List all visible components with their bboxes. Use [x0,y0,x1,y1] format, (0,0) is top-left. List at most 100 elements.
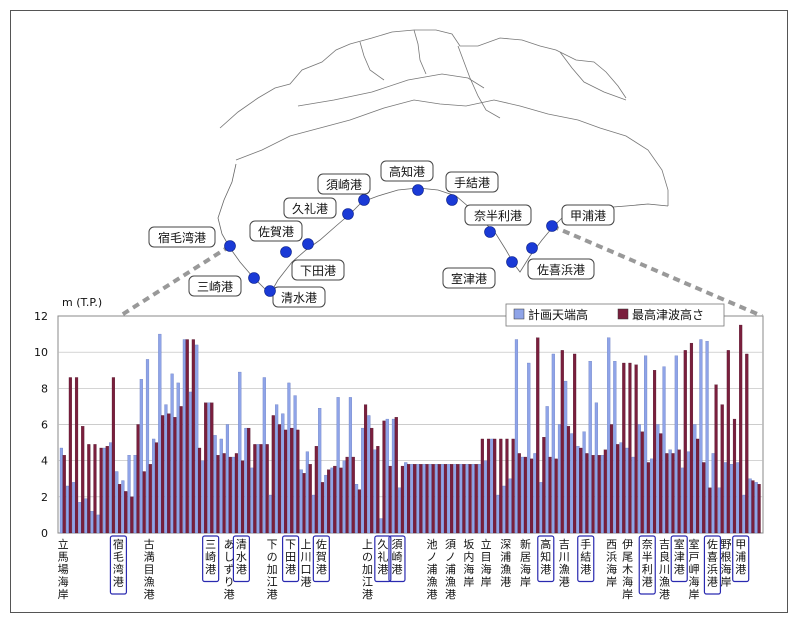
bar-planned-crest [152,438,156,534]
bar-planned-crest [385,418,389,534]
bar-planned-crest [213,435,217,534]
x-label-char: し [224,551,235,564]
bar-max-tsunami [450,464,454,534]
bar-planned-crest [631,456,635,534]
bar-max-tsunami [265,444,269,534]
x-label-char: 須 [391,538,402,551]
x-label-char: 海 [688,575,699,589]
x-label-char: 上 [362,538,373,551]
x-category-label: 手結港 [577,535,595,583]
bar-planned-crest [496,494,500,534]
x-label-char: 半 [642,550,653,564]
x-label-char: 港 [500,576,511,589]
bar-max-tsunami [99,447,103,534]
port-highlight-box [577,535,595,583]
x-label-char: 漁 [659,575,670,589]
bar-max-tsunami [603,449,607,534]
bar-planned-crest [219,438,223,534]
port-marker-dot [526,242,538,254]
bar-planned-crest [459,464,463,534]
bar-max-tsunami [573,353,577,534]
y-tick-label: 8 [41,382,48,395]
y-tick-label: 0 [41,527,48,540]
x-label-char: 佐 [707,537,718,551]
bar-planned-crest [256,444,260,534]
bar-planned-crest [742,494,746,534]
bar-planned-crest [367,415,371,534]
legend-swatch [513,308,525,320]
bar-planned-crest [96,514,100,534]
bar-planned-crest [551,353,555,534]
port-marker-dot [446,194,458,206]
bar-planned-crest [225,424,230,534]
bar-max-tsunami [197,447,202,534]
bar-max-tsunami [536,337,540,534]
port-label: 清水港 [281,291,317,305]
x-label-char: 賀 [316,551,327,564]
port-label-box [317,173,371,195]
bar-planned-crest [305,451,309,534]
bar-max-tsunami [591,455,595,534]
bar-max-tsunami [234,453,238,534]
x-label-char: 室 [688,537,699,551]
port-label: 須崎港 [326,178,362,192]
bar-planned-crest [576,446,580,534]
bar-planned-crest [287,382,291,534]
bar-max-tsunami [394,417,398,534]
bar-max-tsunami [579,447,583,534]
bar-max-tsunami [616,444,620,534]
bar-planned-crest [748,478,752,534]
port-marker-dot [302,238,314,250]
bar-planned-crest [84,498,88,534]
inner-border-5 [413,29,427,75]
bar-planned-crest [244,427,248,534]
x-label-char: 根 [720,550,731,564]
bar-max-tsunami [253,444,257,534]
x-label-char: 口 [300,563,311,576]
port-highlight-box [202,535,220,583]
port-label: 室津港 [451,271,487,286]
bar-planned-crest [176,382,180,534]
x-label-char: 池 [427,538,438,551]
bar-planned-crest [115,471,119,534]
x-label-char: 馬 [58,551,69,564]
x-label-char: 目 [144,563,155,576]
port-callout: 室津港 [442,256,518,289]
bar-max-tsunami [161,415,165,534]
port-label: 下田港 [300,264,336,278]
bar-planned-crest [527,362,531,534]
x-label-char: 坂 [463,538,474,551]
bar-max-tsunami [585,453,589,534]
port-marker-dot [506,256,518,268]
port-callout: 甲浦港 [546,204,615,232]
y-tick-label: 4 [41,455,48,468]
bar-planned-crest [373,449,377,534]
bar-planned-crest [490,438,494,534]
bar-max-tsunami [363,404,368,534]
bar-planned-crest [121,480,125,534]
x-category-label: 清水港 [232,535,250,583]
x-label-char: 港 [285,563,296,576]
bar-max-tsunami [327,469,331,534]
y-tick-label: 2 [41,491,48,504]
port-label-box [464,204,532,226]
x-label-char: 漁 [427,575,438,589]
bar-planned-crest [668,449,672,534]
port-highlight-box [638,535,656,595]
port-label-box [442,267,496,289]
legend-label: 最高津波高さ [632,307,704,322]
port-callout: 須崎港 [317,173,371,206]
bar-max-tsunami [671,453,675,534]
bar-max-tsunami [523,456,527,534]
x-label-char: 川 [300,551,311,564]
x-label-char: 港 [559,576,570,589]
bar-max-tsunami [652,370,657,534]
bar-planned-crest [723,462,728,534]
port-label: 手結港 [454,176,490,190]
legend-box [505,303,725,327]
x-label-char: 川 [659,563,670,576]
